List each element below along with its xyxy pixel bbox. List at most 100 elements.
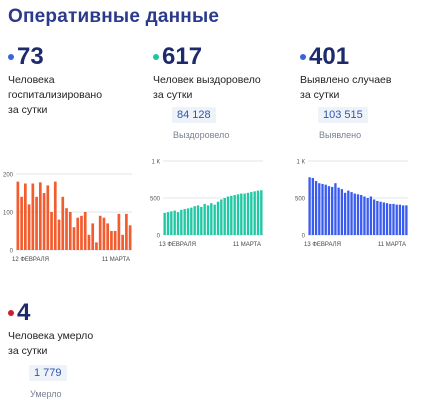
bar [366,198,369,235]
y-tick-label: 0 [302,234,306,240]
deaths-label: Человека умерло за сутки [8,330,94,357]
bar [382,202,385,235]
bar [321,183,324,235]
bar [200,206,203,235]
bar [220,199,223,235]
bar [246,192,250,235]
bar [196,205,200,235]
detected-chart: 0 500 1 К 13 ФЕВРАЛЯ 11 МАРТА [295,160,408,248]
bar [24,183,27,250]
deaths-dot [8,310,14,316]
deaths-total-label: Умерло [30,389,62,399]
bar [72,227,76,250]
bar [311,178,314,235]
bar [236,194,240,235]
recovered-dot [153,54,159,60]
stat-recovered: 617 Человек выздоровело за сутки [153,44,261,103]
bar [176,212,180,235]
bar [385,203,389,235]
page-title: Оперативные данные [8,6,220,27]
bar [87,234,91,250]
detected-label: Выявлено случаев за сутки [300,74,392,101]
bar [102,217,106,250]
recovered-value: 617 [162,43,203,70]
bar [256,190,260,235]
bar [180,209,183,235]
deaths-value: 4 [17,299,31,326]
stat-hospitalized: 73 Человека госпитализировано за сутки [8,44,102,118]
bar [163,212,166,235]
bar [203,203,206,235]
y-tick-label: 0 [10,249,14,255]
bar [347,190,350,235]
bar [121,234,124,250]
bar [318,183,321,235]
recovered-total-label: Выздоровело [173,130,230,140]
bar [337,187,340,235]
bar [61,196,65,250]
bar [389,203,392,235]
bar [110,231,113,250]
bar [27,204,31,250]
bar [186,208,190,235]
recovered-chart: 0 500 1 К 13 ФЕВРАЛЯ 11 МАРТА [150,160,263,248]
hospitalized-label: Человека госпитализировано за сутки [8,74,103,116]
bar [395,204,398,235]
bar [193,206,196,235]
bar [360,195,363,235]
recovered-label: Человек выздоровело за сутки [153,74,261,101]
y-tick-label: 100 [3,211,14,217]
bar [16,181,20,250]
bar [68,212,72,250]
detected-value: 401 [309,43,350,70]
bar [166,212,170,235]
detected-dot [300,54,306,60]
detected-total-badge: 103 515 [318,107,368,123]
bar [31,183,35,250]
x-tick-label-start: 12 ФЕВРАЛЯ [12,257,49,263]
bar [340,189,344,235]
bar [106,223,110,250]
bar [308,177,311,235]
bar [183,209,186,235]
bar [402,205,405,235]
bar [233,195,236,235]
bar [83,212,87,250]
bar [35,196,38,250]
bar [113,231,117,250]
bar [363,196,366,235]
y-tick-label: 1 К [152,160,161,166]
bar [369,196,373,235]
y-tick-label: 500 [150,197,161,203]
bar [314,180,318,235]
hospitalized-dot [8,54,14,60]
bar [98,215,102,250]
bar [80,215,83,250]
bar [243,193,246,235]
bar [65,208,68,250]
stat-deaths: 4 Человека умерло за сутки [8,300,93,359]
bar [95,242,98,250]
bar [206,205,210,235]
bar [190,207,193,235]
bar [350,192,353,235]
detected-total-label: Выявлено [319,130,362,140]
bar [240,193,243,235]
bar [230,195,233,235]
bar [379,201,382,235]
bar [226,196,230,235]
bar [343,192,347,235]
x-tick-label-end: 11 МАРТА [378,242,406,248]
bar [376,200,379,235]
bar [223,198,226,235]
bar [260,190,263,235]
bar [20,196,23,250]
bar [324,184,327,235]
bar [38,182,42,250]
deaths-total-badge: 1 779 [29,365,67,381]
y-tick-label: 200 [3,173,14,179]
bar [125,213,128,250]
bar [53,181,57,250]
bar [331,186,334,235]
bar [117,213,121,250]
